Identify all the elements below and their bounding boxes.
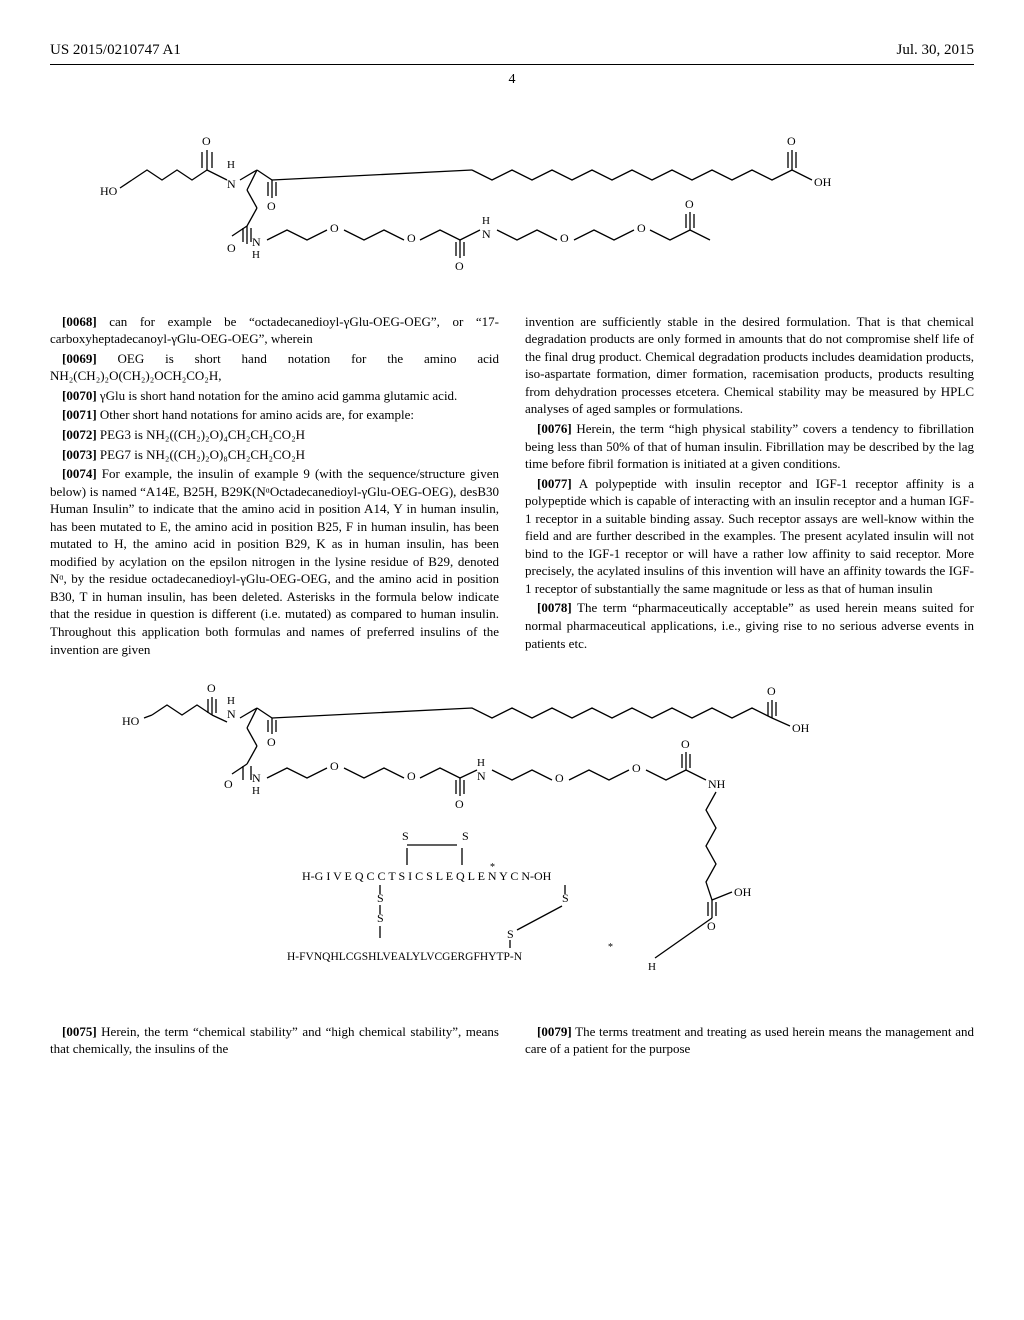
para-text: γGlu is short hand notation for the amin… [97, 388, 458, 403]
svg-text:O: O [455, 797, 464, 811]
para-text: invention are sufficiently stable in the… [525, 314, 974, 417]
svg-text:S: S [462, 829, 469, 843]
para-0079: [0079] The terms treatment and treating … [525, 1023, 974, 1058]
chem-structure-2: HO O H N O O OH O N H O O [50, 670, 974, 1000]
para-num: [0068] [62, 314, 97, 329]
svg-text:O: O [202, 134, 211, 148]
body-columns: [0068] can for example be “octadecanedio… [50, 313, 974, 658]
svg-text:HO: HO [122, 714, 140, 728]
svg-text:O: O [632, 761, 641, 775]
para-text: can for example be “octadecanedioyl-γGlu… [50, 314, 499, 347]
para-0072: [0072] PEG3 is NH₂((CH₂)₂O)₄CH₂CH₂CO₂H [50, 426, 499, 444]
svg-text:O: O [555, 771, 564, 785]
svg-text:O: O [330, 221, 339, 235]
svg-text:HO: HO [100, 184, 118, 198]
svg-text:O: O [767, 684, 776, 698]
svg-text:H: H [252, 785, 260, 797]
bottom-columns: [0075] Herein, the term “chemical stabil… [50, 1023, 974, 1060]
para-text: Herein, the term “chemical stability” an… [50, 1024, 499, 1057]
svg-text:N: N [482, 227, 491, 241]
svg-text:OH: OH [792, 721, 810, 735]
svg-text:O: O [637, 221, 646, 235]
para-num: [0079] [537, 1024, 572, 1039]
svg-text:H: H [227, 159, 235, 171]
svg-text:H-G I V E Q C C T S I C S L E: H-G I V E Q C C T S I C S L E Q L E N Y … [302, 869, 552, 883]
svg-text:OH: OH [814, 175, 832, 189]
svg-text:S: S [402, 829, 409, 843]
para-0070: [0070] γGlu is short hand notation for t… [50, 387, 499, 405]
svg-text:O: O [207, 681, 216, 695]
para-num: [0071] [62, 407, 97, 422]
para-num: [0078] [537, 600, 572, 615]
doc-date: Jul. 30, 2015 [896, 40, 974, 60]
svg-text:H: H [227, 695, 235, 707]
doc-id: US 2015/0210747 A1 [50, 40, 181, 60]
svg-text:O: O [455, 259, 464, 273]
para-num: [0077] [537, 476, 572, 491]
para-0076: [0076] Herein, the term “high physical s… [525, 420, 974, 473]
para-0077: [0077] A polypeptide with insulin recept… [525, 475, 974, 598]
svg-text:S: S [507, 927, 514, 941]
para-text: Other short hand notations for amino aci… [97, 407, 414, 422]
para-text: The terms treatment and treating as used… [525, 1024, 974, 1057]
svg-text:H: H [648, 961, 656, 973]
para-0074: [0074] For example, the insulin of examp… [50, 465, 499, 658]
svg-text:*: * [490, 862, 495, 873]
para-num: [0069] [62, 351, 97, 366]
svg-text:OH: OH [734, 885, 752, 899]
para-0071: [0071] Other short hand notations for am… [50, 406, 499, 424]
para-num: [0074] [62, 466, 97, 481]
svg-text:O: O [407, 769, 416, 783]
svg-text:O: O [787, 134, 796, 148]
para-text: For example, the insulin of example 9 (w… [50, 466, 499, 656]
svg-text:H: H [482, 215, 490, 227]
para-num: [0072] [62, 427, 97, 442]
svg-text:H: H [252, 249, 260, 261]
page-number: 4 [50, 71, 974, 90]
para-0078: [0078] The term “pharmaceutically accept… [525, 599, 974, 652]
para-0068: [0068] can for example be “octadecanedio… [50, 313, 499, 348]
para-0069: [0069] OEG is short hand notation for th… [50, 350, 499, 385]
svg-text:N: N [252, 771, 261, 785]
svg-text:N: N [227, 707, 236, 721]
svg-text:O: O [267, 199, 276, 213]
svg-text:*: * [608, 942, 613, 953]
para-num: [0075] [62, 1024, 97, 1039]
para-num: [0073] [62, 447, 97, 462]
svg-text:O: O [330, 759, 339, 773]
para-text: The term “pharmaceutically acceptable” a… [525, 600, 974, 650]
para-num: [0070] [62, 388, 97, 403]
svg-text:N: N [252, 235, 261, 249]
para-num: [0076] [537, 421, 572, 436]
para-text: OEG is short hand notation for the amino… [50, 351, 499, 384]
para-0073: [0073] PEG7 is NH₂((CH₂)₂O)₈CH₂CH₂CO₂H [50, 446, 499, 464]
svg-text:O: O [685, 197, 694, 211]
page-header: US 2015/0210747 A1 Jul. 30, 2015 [50, 40, 974, 65]
svg-text:H-FVNQHLCGSHLVEALYLVCGERGFHYTP: H-FVNQHLCGSHLVEALYLVCGERGFHYTP-N [287, 951, 523, 963]
svg-text:NH: NH [708, 777, 726, 791]
para-text: Herein, the term “high physical stabilit… [525, 421, 974, 471]
para-text: PEG3 is NH₂((CH₂)₂O)₄CH₂CH₂CO₂H [97, 427, 305, 442]
para-text: PEG7 is NH₂((CH₂)₂O)₈CH₂CH₂CO₂H [97, 447, 305, 462]
svg-text:O: O [267, 735, 276, 749]
chem-structure-1: HO O H N O O N H O O [50, 120, 974, 290]
svg-text:O: O [407, 231, 416, 245]
svg-text:O: O [227, 241, 236, 255]
svg-text:N: N [477, 769, 486, 783]
svg-text:H: H [477, 757, 485, 769]
para-0075: [0075] Herein, the term “chemical stabil… [50, 1023, 499, 1058]
para-text: A polypeptide with insulin receptor and … [525, 476, 974, 596]
svg-text:O: O [560, 231, 569, 245]
svg-text:O: O [681, 737, 690, 751]
para-cont: invention are sufficiently stable in the… [525, 313, 974, 418]
svg-text:O: O [224, 777, 233, 791]
svg-text:N: N [227, 177, 236, 191]
